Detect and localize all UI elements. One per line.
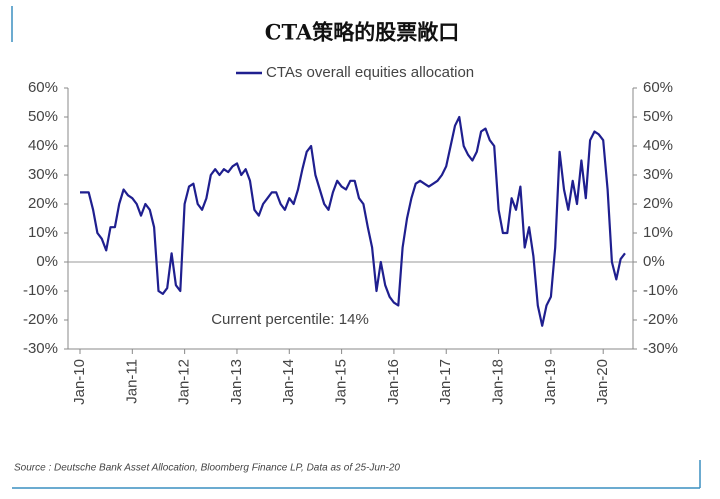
x-tick-label: Jan-16 xyxy=(385,359,402,405)
x-tick-label: Jan-10 xyxy=(71,359,88,405)
y2-tick-label: -30% xyxy=(643,340,678,357)
y-tick-label: 30% xyxy=(28,166,58,183)
x-tick-label: Jan-15 xyxy=(333,359,350,405)
x-tick-label: Jan-11 xyxy=(123,359,140,404)
y-tick-label: -10% xyxy=(23,282,58,299)
chart-title: CTA策略的股票敞口 xyxy=(265,20,460,45)
x-tick-label: Jan-18 xyxy=(490,359,507,405)
y-tick-label: -20% xyxy=(23,311,58,328)
y-tick-label: 10% xyxy=(28,224,58,241)
y-tick-label: 20% xyxy=(28,195,58,212)
x-tick-label: Jan-19 xyxy=(542,359,559,405)
y2-tick-label: 50% xyxy=(643,108,673,125)
series-line xyxy=(80,115,626,327)
x-tick-label: Jan-17 xyxy=(437,359,454,405)
x-tick-label: Jan-20 xyxy=(594,359,611,405)
y-tick-label: 60% xyxy=(28,79,58,96)
y2-tick-label: 40% xyxy=(643,137,673,154)
x-tick-label: Jan-14 xyxy=(280,359,297,405)
y2-tick-label: 0% xyxy=(643,253,665,270)
y-tick-label: -30% xyxy=(23,340,58,357)
y2-tick-label: 60% xyxy=(643,79,673,96)
y2-tick-label: -10% xyxy=(643,282,678,299)
legend-label: CTAs overall equities allocation xyxy=(266,64,474,81)
source-note: Source : Deutsche Bank Asset Allocation,… xyxy=(14,463,400,474)
y2-tick-label: 10% xyxy=(643,224,673,241)
y-tick-label: 40% xyxy=(28,137,58,154)
y2-tick-label: 30% xyxy=(643,166,673,183)
x-tick-label: Jan-12 xyxy=(176,359,193,405)
annotation: Current percentile: 14% xyxy=(211,311,369,328)
y2-tick-label: 20% xyxy=(643,195,673,212)
y-tick-label: 50% xyxy=(28,108,58,125)
x-tick-label: Jan-13 xyxy=(228,359,245,405)
y-tick-label: 0% xyxy=(36,253,58,270)
y2-tick-label: -20% xyxy=(643,311,678,328)
